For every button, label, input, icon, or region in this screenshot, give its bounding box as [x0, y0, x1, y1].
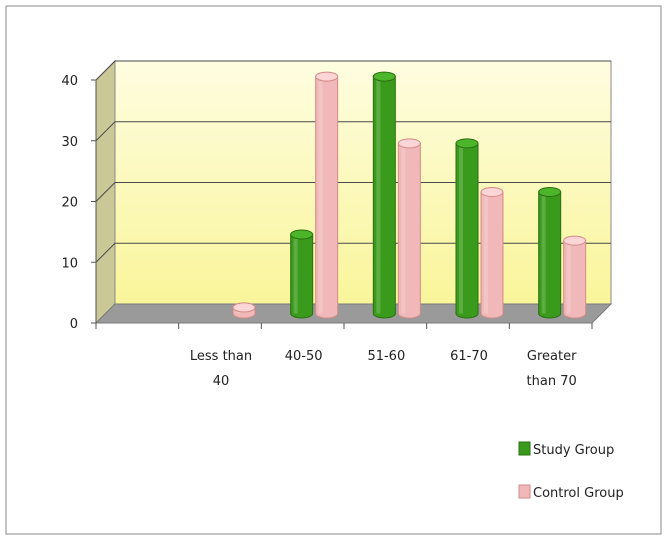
y-tick-label: 40	[61, 74, 78, 89]
bar-highlight	[376, 76, 381, 314]
x-tick-label: 51-60	[367, 349, 405, 364]
bar-body	[315, 76, 339, 319]
chart-border	[5, 5, 662, 535]
bar-top	[455, 138, 479, 149]
legend-swatch	[518, 441, 531, 456]
bar-top	[538, 187, 562, 197]
bar	[563, 235, 587, 319]
bar-top	[315, 71, 339, 82]
legend-label: Control Group	[533, 486, 624, 501]
bar	[538, 187, 562, 319]
bar-highlight	[401, 143, 406, 314]
gridline	[95, 60, 611, 81]
bar-top	[372, 71, 396, 82]
bar-highlight	[566, 240, 571, 314]
x-tick-label: 40	[213, 374, 230, 389]
gridline	[95, 242, 611, 263]
bar	[232, 302, 256, 319]
bar-body	[455, 142, 479, 319]
bar-top	[290, 229, 314, 240]
bar-highlight	[318, 76, 323, 314]
x-tick-label: 61-70	[450, 349, 488, 364]
bar-body	[372, 76, 396, 319]
bar-body	[480, 191, 504, 319]
y-tick-label: 20	[61, 196, 78, 211]
x-tick-label: than 70	[527, 374, 577, 389]
bar	[480, 187, 504, 319]
x-tick-label: Greater	[527, 349, 577, 364]
bar-top	[232, 302, 256, 313]
bar	[455, 138, 479, 319]
bar	[315, 71, 339, 319]
gridline	[95, 182, 611, 202]
gridline	[95, 121, 611, 142]
legend-swatch	[518, 484, 531, 499]
bar-top	[397, 138, 421, 149]
bar-highlight	[293, 234, 298, 314]
bar-highlight	[541, 192, 546, 314]
bars	[232, 71, 587, 319]
y-tick-label: 10	[61, 256, 78, 271]
bar	[290, 229, 314, 319]
y-tick-label: 30	[61, 135, 78, 150]
bar-top	[563, 235, 587, 246]
y-tick-label: 0	[70, 317, 78, 332]
bar-highlight	[459, 143, 463, 314]
legend-label: Study Group	[533, 443, 614, 458]
bar	[397, 138, 421, 319]
x-tick-label: Less than	[190, 349, 252, 364]
axes: 0 10 20 30 40 Less than 40 40-50 51-60 61-70 Great…	[61, 74, 593, 389]
bar	[372, 71, 396, 319]
bar-body	[397, 142, 421, 319]
legend: Study Group Control Group	[518, 441, 624, 501]
bar-highlight	[484, 192, 488, 314]
floor	[94, 303, 613, 324]
bar-body	[538, 191, 562, 319]
bar-body	[563, 240, 587, 319]
plot-area	[94, 59, 613, 325]
bar-top	[480, 187, 504, 197]
x-tick-label: 40-50	[285, 349, 323, 364]
bar-body	[290, 234, 314, 319]
